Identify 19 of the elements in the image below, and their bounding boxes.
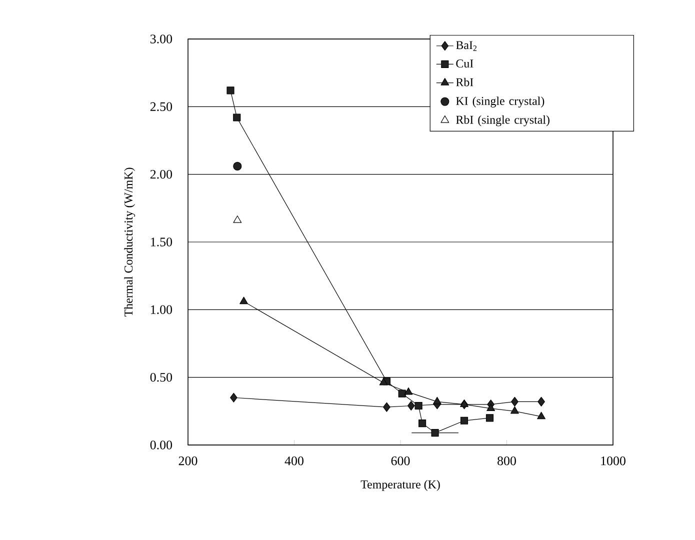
x-tick-label: 400 (284, 456, 304, 466)
legend-label: CuI (456, 60, 474, 68)
x-tick-label: 1000 (601, 456, 626, 466)
legend-label: RbI (456, 78, 474, 86)
x-axis-title: Temperature (K) (360, 480, 440, 491)
y-axis-title: Thermal Conductivity (W/mK) (124, 168, 136, 316)
y-tick-label: 2.00 (150, 170, 172, 179)
y-tick-label: 3.00 (150, 34, 172, 44)
y-tick-label: 1.00 (151, 305, 172, 314)
x-tick-label: 800 (498, 456, 516, 466)
x-tick-label: 600 (391, 456, 410, 466)
legend-label: RbI (single crystal) (456, 115, 550, 126)
legend-label: BaI$_{2}$ (456, 41, 477, 51)
y-tick-label: 0.00 (150, 440, 172, 450)
x-tick-label: 200 (178, 456, 198, 466)
y-tick-label: 2.50 (150, 102, 172, 112)
legend-label: KI (single crystal) (456, 96, 544, 108)
y-tick-label: 0.50 (150, 372, 172, 382)
y-tick-label: 1.50 (151, 238, 172, 246)
